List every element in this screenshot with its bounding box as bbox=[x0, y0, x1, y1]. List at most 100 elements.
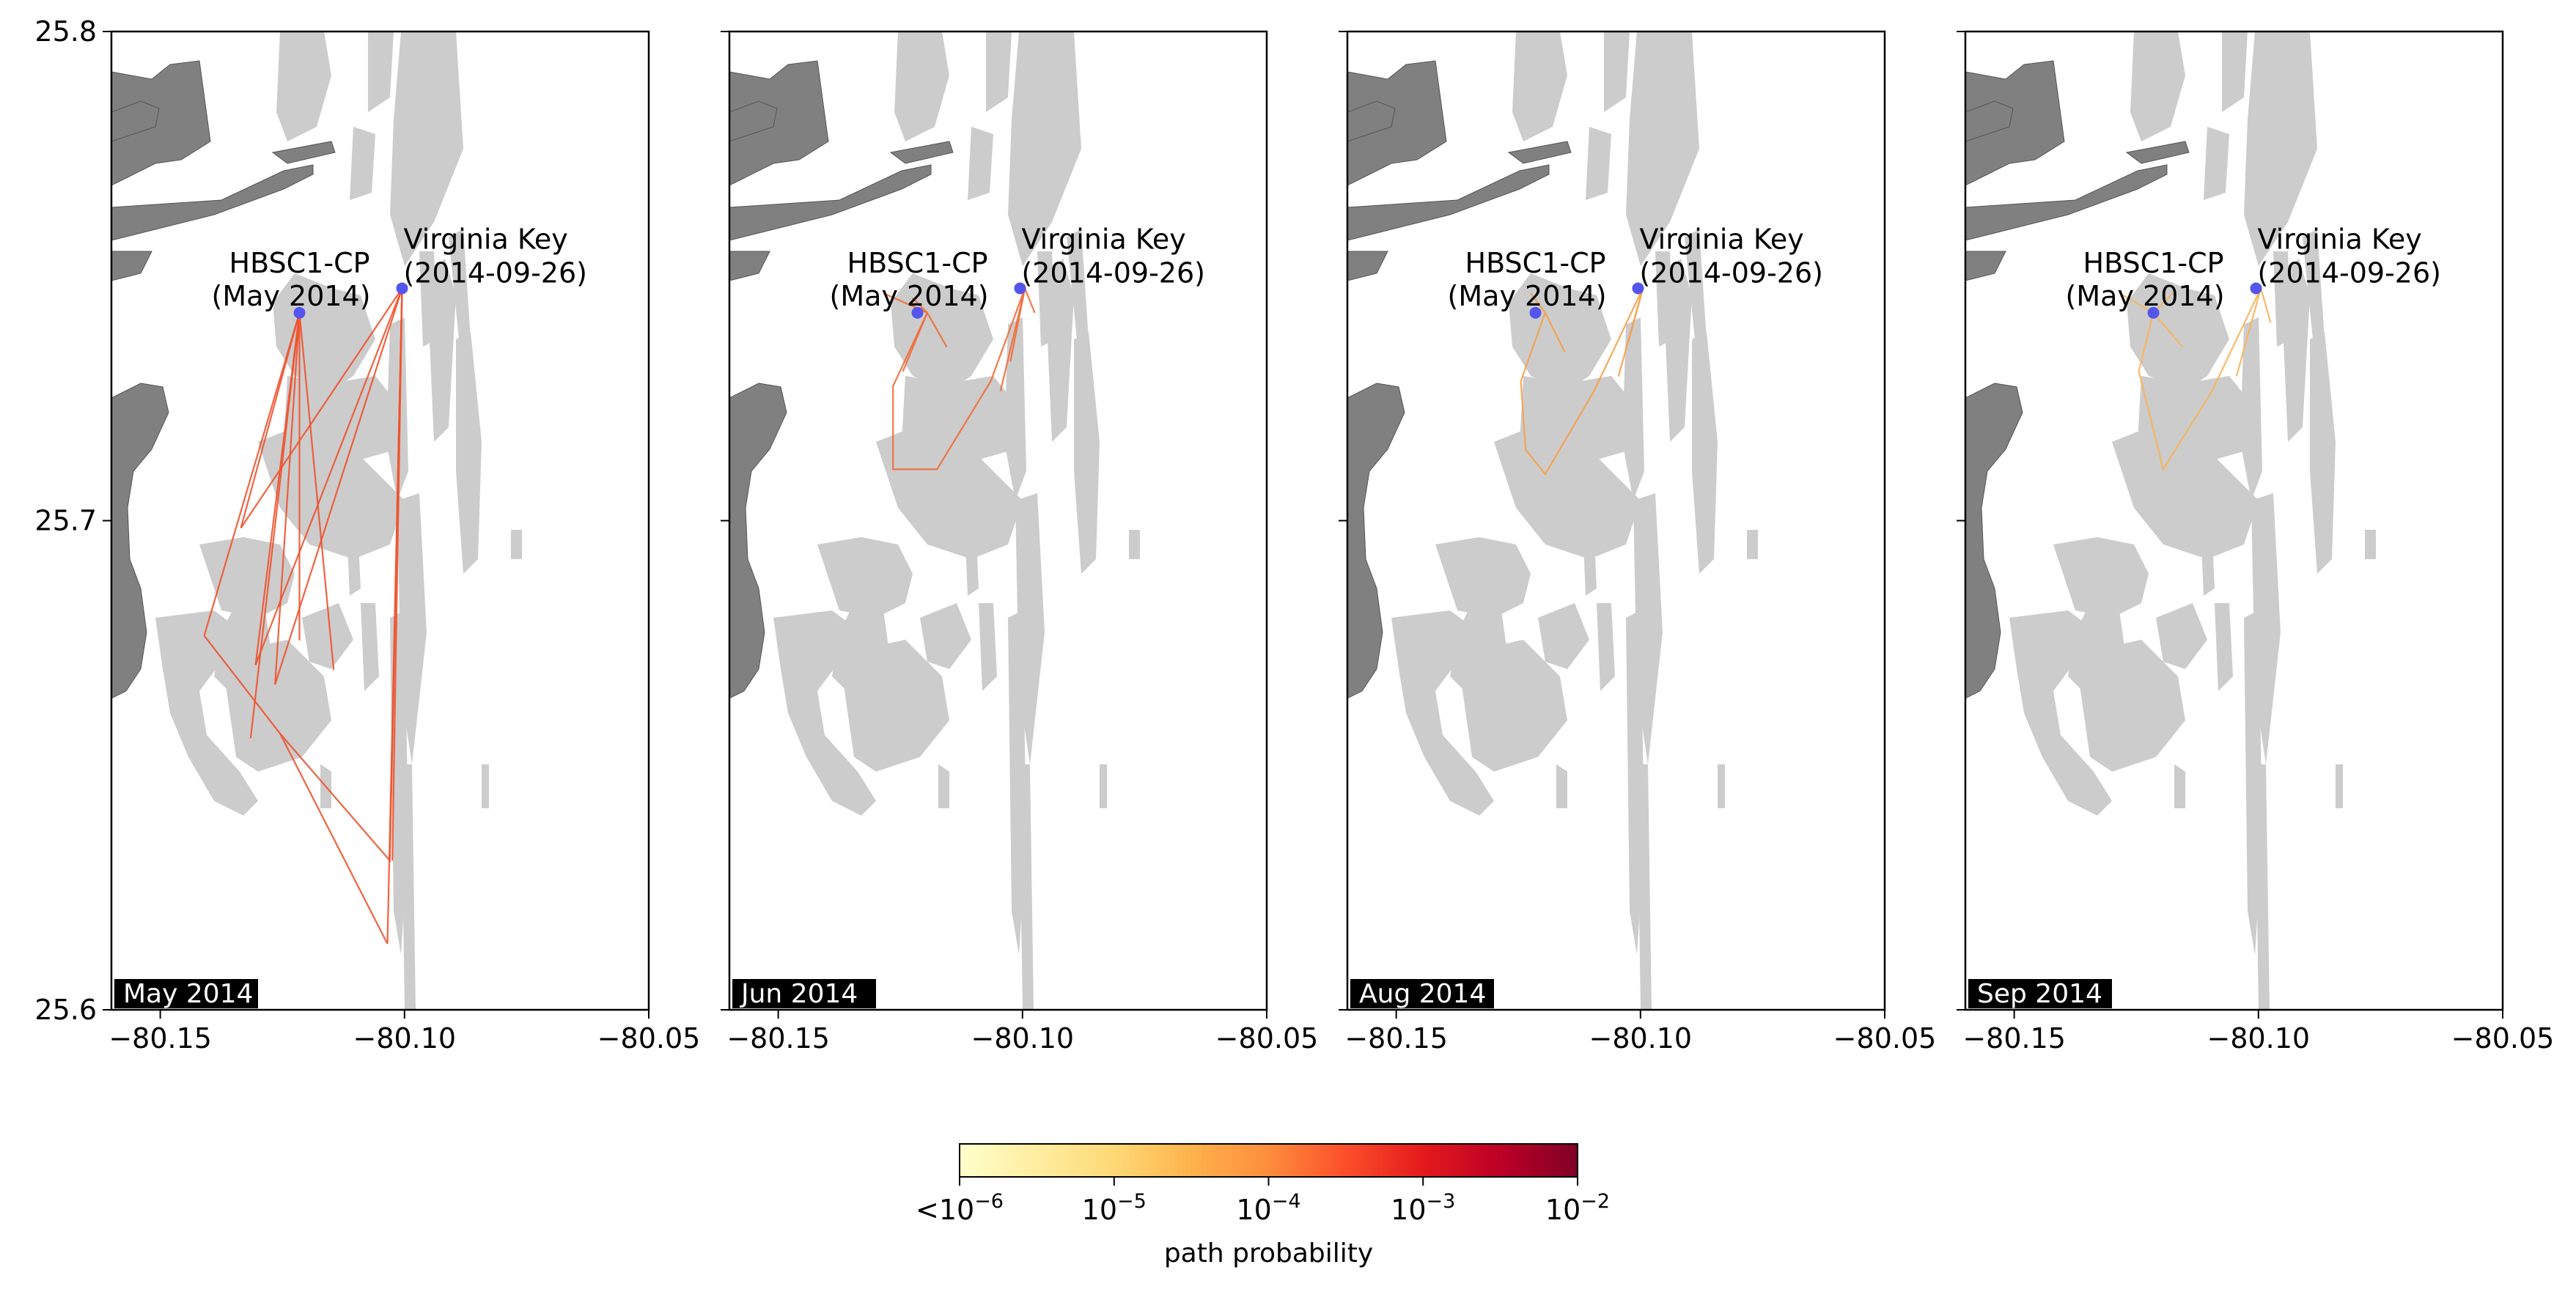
land-area bbox=[2125, 141, 2190, 164]
panel-2: HBSC1-CP(May 2014) Virginia Key(2014-09-2… bbox=[721, 30, 1319, 1055]
panel-3: HBSC1-CP(May 2014) Virginia Key(2014-09-2… bbox=[1339, 30, 1936, 1055]
site-label-line2: (May 2014) bbox=[830, 280, 989, 312]
seagrass-area bbox=[2336, 764, 2343, 808]
month-label: May 2014 bbox=[123, 979, 254, 1009]
path-line bbox=[2260, 288, 2272, 323]
panel-1: HBSC1-CP(May 2014) Virginia Key(2014-09-2… bbox=[34, 15, 700, 1055]
seagrass-area bbox=[1494, 427, 1641, 559]
seagrass-area bbox=[1718, 764, 1725, 808]
seagrass-area bbox=[2009, 610, 2112, 816]
land-area bbox=[1347, 60, 1447, 186]
path-line bbox=[1009, 288, 1026, 362]
seagrass-area bbox=[1074, 332, 1100, 574]
seagrass-area bbox=[361, 603, 379, 691]
month-label-box bbox=[732, 979, 876, 1008]
seagrass-area bbox=[258, 427, 405, 559]
seagrass-area bbox=[2215, 603, 2233, 691]
seagrass-area bbox=[1582, 508, 1597, 596]
site-label-line1: Virginia Key bbox=[2257, 223, 2421, 255]
y-tick-label: 25.8 bbox=[34, 15, 97, 48]
colorbar: <10−6 10−5 10−4 10−3 10−2 path probability bbox=[916, 1143, 1610, 1268]
base-map bbox=[1347, 32, 1885, 1010]
seagrass-area bbox=[1457, 640, 1567, 772]
path-line bbox=[2119, 292, 2154, 314]
x-tick-label: −80.15 bbox=[726, 1022, 830, 1055]
path-line bbox=[892, 288, 1026, 470]
seagrass-area bbox=[1045, 259, 1074, 442]
land-area bbox=[729, 251, 770, 281]
path-line bbox=[926, 312, 948, 348]
seagrass-area bbox=[2204, 127, 2229, 200]
land-area bbox=[1965, 164, 2168, 241]
seagrass-area bbox=[2112, 427, 2259, 559]
seagrass-area bbox=[979, 603, 997, 691]
seagrass-area bbox=[920, 603, 971, 669]
land-area bbox=[729, 60, 829, 186]
colorbar-tick-label: 10−5 bbox=[1082, 1190, 1147, 1226]
seagrass-area bbox=[773, 610, 876, 816]
path-line bbox=[2152, 312, 2184, 348]
x-tick-label: −80.05 bbox=[597, 1022, 701, 1055]
base-map bbox=[1965, 32, 2503, 1010]
seagrass-area bbox=[964, 508, 979, 596]
y-tick-label: 25.6 bbox=[34, 994, 97, 1026]
month-label: Jun 2014 bbox=[740, 979, 858, 1009]
seagrass-area bbox=[401, 764, 416, 1010]
land-area bbox=[111, 251, 152, 281]
seagrass-area bbox=[1008, 32, 1081, 266]
seagrass-area bbox=[2200, 508, 2215, 596]
seagrass-area bbox=[155, 610, 258, 816]
site-marker bbox=[1014, 282, 1026, 295]
seagrass-area bbox=[2365, 530, 2376, 559]
seagrass-area bbox=[456, 332, 482, 574]
land-area bbox=[1347, 383, 1405, 699]
land-area bbox=[1965, 100, 2014, 142]
site-label-line1: HBSC1-CP bbox=[229, 247, 370, 279]
month-label-box bbox=[114, 979, 258, 1008]
land-area bbox=[1965, 383, 2023, 699]
seagrass-area bbox=[1538, 603, 1589, 669]
land-area bbox=[1347, 251, 1388, 281]
site-label-line1: Virginia Key bbox=[1639, 223, 1803, 255]
seagrass-area bbox=[2075, 640, 2185, 772]
x-tick-label: −80.05 bbox=[1215, 1022, 1319, 1055]
month-label-box bbox=[1968, 979, 2112, 1008]
land-area bbox=[111, 100, 160, 142]
site-label-line2: (2014-09-26) bbox=[403, 256, 587, 289]
seagrass-area bbox=[2310, 332, 2336, 574]
seagrass-area bbox=[1067, 229, 1089, 347]
seagrass-area bbox=[1509, 273, 1611, 391]
seagrass-area bbox=[1747, 530, 1758, 559]
site-marker bbox=[2250, 282, 2262, 295]
seagrass-area bbox=[817, 537, 913, 618]
site-marker bbox=[293, 306, 306, 319]
path-line bbox=[274, 288, 403, 685]
site-label-line1: Virginia Key bbox=[403, 223, 567, 255]
colorbar-tick-label: 10−3 bbox=[1391, 1190, 1455, 1226]
land-area bbox=[729, 100, 778, 142]
seagrass-area bbox=[482, 764, 489, 808]
seagrass-area bbox=[302, 603, 353, 669]
seagrass-area bbox=[386, 317, 408, 501]
x-tick-label: −80.10 bbox=[971, 1022, 1074, 1055]
seagrass-area bbox=[2240, 317, 2262, 501]
site-label-line1: Virginia Key bbox=[1021, 223, 1185, 255]
path-line bbox=[1520, 287, 1644, 476]
land-area bbox=[1347, 164, 1550, 241]
x-tick-label: −80.10 bbox=[2207, 1022, 2310, 1055]
land-area bbox=[1965, 251, 2006, 281]
x-tick-label: −80.15 bbox=[108, 1022, 212, 1055]
land-area bbox=[111, 60, 211, 186]
seagrass-area bbox=[390, 32, 463, 266]
path-line bbox=[1627, 288, 1644, 343]
path-line bbox=[902, 312, 928, 372]
path-line bbox=[1530, 292, 1546, 314]
seagrass-area bbox=[1391, 610, 1494, 816]
land-area bbox=[271, 141, 336, 164]
site-label-line1: HBSC1-CP bbox=[2083, 247, 2224, 279]
x-tick-label: −80.05 bbox=[2451, 1022, 2555, 1055]
site-label-line2: (May 2014) bbox=[212, 280, 371, 312]
seagrass-area bbox=[1622, 317, 1644, 501]
seagrass-area bbox=[2222, 32, 2248, 112]
